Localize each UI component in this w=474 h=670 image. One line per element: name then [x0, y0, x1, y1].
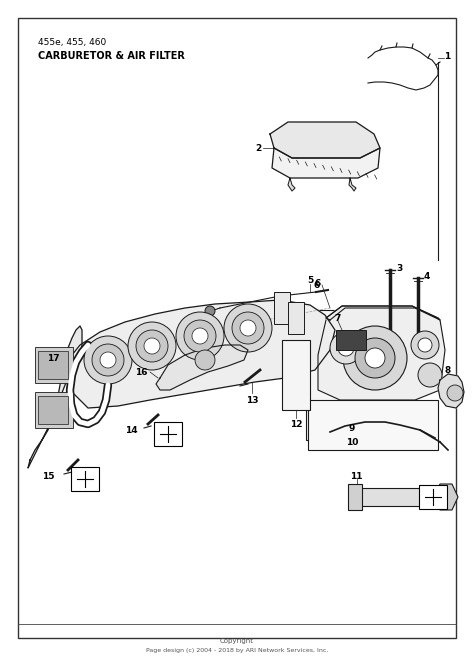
Circle shape	[100, 352, 116, 368]
Circle shape	[144, 338, 160, 354]
Polygon shape	[68, 300, 335, 408]
Text: 5: 5	[307, 275, 313, 285]
Bar	[282, 340, 310, 410]
Circle shape	[240, 320, 256, 336]
Polygon shape	[326, 306, 440, 320]
Bar	[274, 292, 290, 324]
Circle shape	[365, 348, 385, 368]
Polygon shape	[288, 178, 295, 191]
Circle shape	[232, 312, 264, 344]
Circle shape	[447, 385, 463, 401]
Polygon shape	[318, 306, 445, 400]
Text: 7: 7	[335, 314, 341, 322]
Circle shape	[205, 306, 215, 316]
Text: 16: 16	[136, 368, 148, 377]
Circle shape	[330, 332, 362, 364]
Bar	[38, 351, 68, 379]
Circle shape	[136, 330, 168, 362]
Text: 9: 9	[349, 423, 355, 433]
Text: 10: 10	[346, 438, 358, 447]
Circle shape	[128, 322, 176, 370]
Circle shape	[418, 363, 442, 387]
Circle shape	[192, 328, 208, 344]
Circle shape	[84, 336, 132, 384]
Text: 3: 3	[396, 263, 402, 273]
Circle shape	[411, 331, 439, 359]
Circle shape	[92, 344, 124, 376]
Text: Copyright: Copyright	[220, 638, 254, 644]
Text: 17: 17	[47, 354, 60, 362]
FancyBboxPatch shape	[419, 485, 447, 509]
Text: Page design (c) 2004 - 2018 by ARI Network Services, Inc.: Page design (c) 2004 - 2018 by ARI Netwo…	[146, 648, 328, 653]
Polygon shape	[434, 484, 458, 510]
Circle shape	[176, 312, 224, 360]
Text: ARI PartStream: ARI PartStream	[184, 363, 290, 377]
FancyBboxPatch shape	[71, 467, 99, 491]
Text: 11: 11	[350, 472, 362, 480]
Text: 14: 14	[126, 425, 138, 435]
Polygon shape	[349, 178, 356, 191]
Circle shape	[184, 320, 216, 352]
Text: 15: 15	[43, 472, 55, 480]
Polygon shape	[156, 345, 248, 390]
Text: 2: 2	[256, 143, 262, 153]
Bar	[35, 347, 73, 383]
Text: 12: 12	[290, 420, 302, 429]
Bar	[348, 484, 362, 510]
Circle shape	[224, 304, 272, 352]
Circle shape	[338, 340, 354, 356]
Text: 455e, 455, 460: 455e, 455, 460	[38, 38, 106, 47]
Bar	[288, 302, 304, 334]
Polygon shape	[272, 148, 380, 178]
Text: 1: 1	[444, 52, 450, 60]
Circle shape	[343, 326, 407, 390]
Circle shape	[418, 338, 432, 352]
Bar	[350, 488, 440, 506]
Bar	[308, 400, 438, 450]
Bar	[336, 330, 366, 350]
Circle shape	[195, 350, 215, 370]
Bar	[306, 310, 338, 440]
Text: 6: 6	[315, 279, 321, 287]
Polygon shape	[270, 122, 380, 158]
Circle shape	[355, 338, 395, 378]
Text: 6: 6	[314, 281, 320, 289]
Polygon shape	[438, 374, 464, 408]
Text: CARBURETOR & AIR FILTER: CARBURETOR & AIR FILTER	[38, 51, 185, 61]
FancyBboxPatch shape	[154, 422, 182, 446]
Polygon shape	[28, 326, 82, 468]
Text: 4: 4	[424, 271, 430, 281]
Bar	[38, 396, 68, 424]
Text: 13: 13	[246, 396, 258, 405]
Bar	[35, 392, 73, 428]
Text: 8: 8	[445, 366, 451, 375]
